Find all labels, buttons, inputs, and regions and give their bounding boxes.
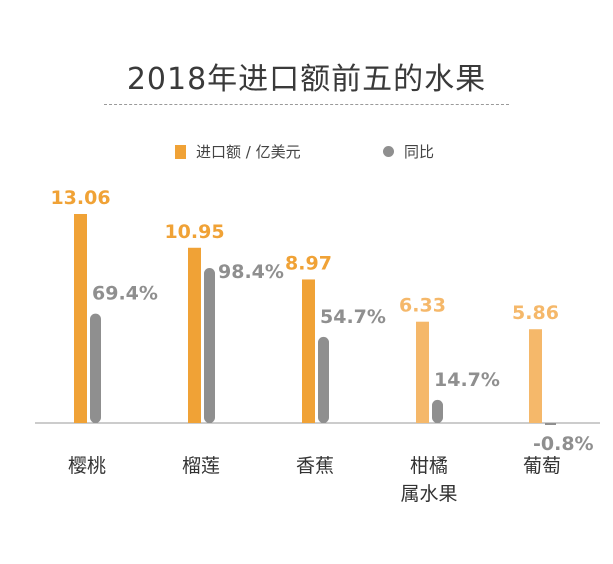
chart-title: 2018年进口额前五的水果: [126, 62, 487, 97]
yoy-value-label: 14.7%: [434, 369, 500, 391]
category-label-line: 榴莲: [181, 455, 220, 477]
category-label: 榴莲: [146, 452, 256, 480]
legend-label-yoy: 同比: [404, 143, 435, 161]
import-bar: [188, 247, 201, 423]
category-label-line: 香蕉: [295, 455, 334, 477]
yoy-bar: [318, 336, 329, 423]
category-label-line: 属水果: [400, 483, 458, 505]
category-label: 葡萄: [487, 452, 597, 480]
category-label: 樱桃: [32, 452, 142, 480]
legend-swatch-import: [175, 144, 186, 159]
yoy-value-label: 69.4%: [92, 283, 158, 305]
import-bar: [529, 329, 542, 423]
yoy-value-label: 98.4%: [218, 261, 284, 283]
import-value-label: 13.06: [50, 187, 110, 209]
yoy-value-label: -0.8%: [533, 433, 594, 455]
category-label: 香蕉: [260, 452, 370, 480]
title-divider: [104, 104, 509, 105]
category-label: 柑橘 属水果: [374, 452, 484, 508]
legend-item-import: 进口额 / 亿美元: [175, 141, 301, 162]
legend-item-yoy: 同比: [383, 141, 434, 162]
import-value-label: 8.97: [285, 252, 332, 274]
legend-swatch-yoy: [383, 146, 394, 157]
import-bar: [74, 214, 87, 423]
yoy-bar: [432, 399, 443, 423]
legend-label-import: 进口额 / 亿美元: [196, 143, 301, 161]
import-value-label: 5.86: [512, 302, 559, 324]
yoy-bar: [90, 313, 101, 423]
import-bar: [416, 321, 429, 423]
import-bar: [302, 279, 315, 423]
yoy-bar: [545, 423, 556, 425]
import-value-label: 6.33: [399, 295, 446, 317]
category-label-line: 樱桃: [67, 455, 106, 477]
category-label-line: 葡萄: [522, 455, 561, 477]
category-label-line: 柑橘: [409, 455, 448, 477]
yoy-bar: [204, 268, 215, 423]
import-value-label: 10.95: [164, 221, 224, 243]
yoy-value-label: 54.7%: [320, 306, 386, 328]
